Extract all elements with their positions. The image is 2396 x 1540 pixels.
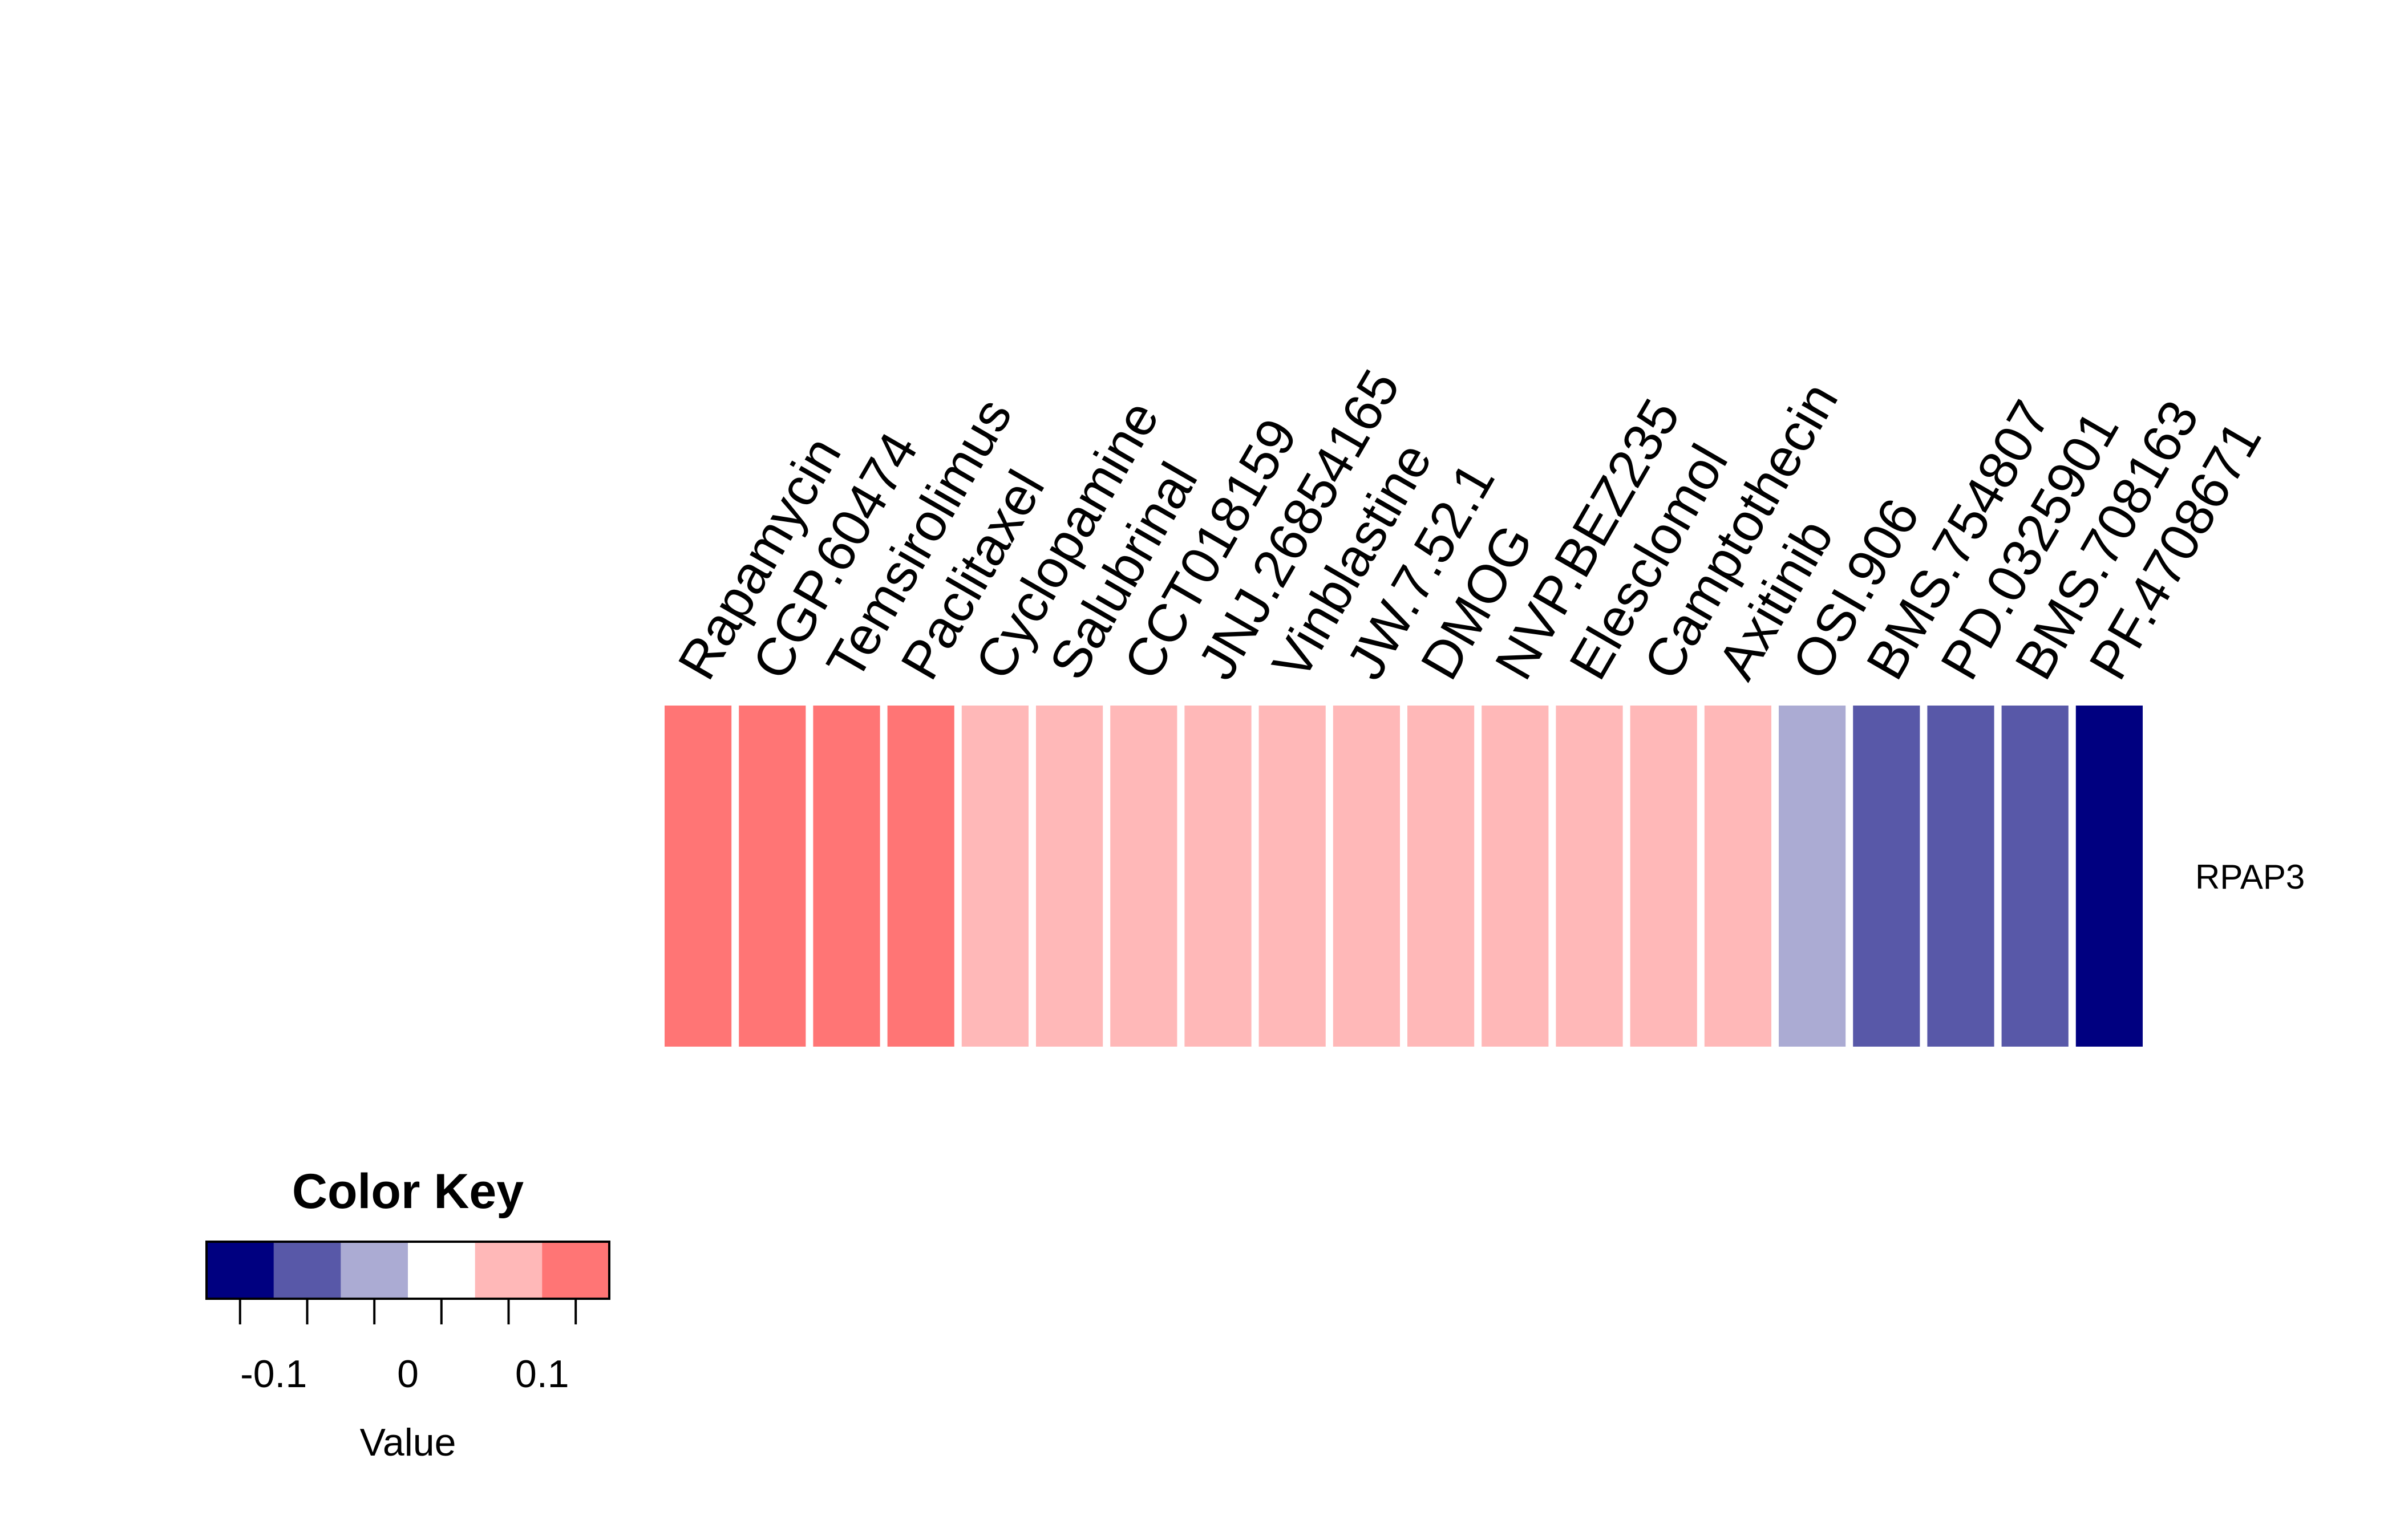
row-labels: RPAP3 [2195,858,2305,896]
heatmap-cell [1110,706,1177,1047]
color-key-ticks: -0.1 0 0.1 [238,1299,577,1396]
heatmap-cell [739,706,806,1047]
color-key-bin [475,1242,543,1299]
heatmap-cell [2075,706,2143,1047]
heatmap-cells [665,706,2143,1047]
heatmap-cell [1630,706,1697,1047]
heatmap-cell [2001,706,2069,1047]
color-key: Color Key -0.1 0 0.1 Value [205,1164,610,1464]
column-labels: RapamycinCGP.60474TemsirolimusPaclitaxel… [666,359,2273,689]
heatmap-cell [813,706,880,1047]
heatmap-cell [1853,706,1920,1047]
heatmap-cell [1407,706,1475,1047]
color-key-bin [207,1242,274,1299]
color-key-xlabel: Value [360,1421,456,1464]
heatmap-cell [1482,706,1549,1047]
color-key-border [205,1241,610,1300]
heatmap-cell [1927,706,1994,1047]
color-key-title: Color Key [292,1164,524,1219]
color-key-bin [542,1242,610,1299]
heatmap-cell [887,706,954,1047]
color-key-bin [341,1242,408,1299]
heatmap-cell [961,706,1029,1047]
color-key-tick-label: -0.1 [240,1352,307,1396]
color-key-bins [207,1242,610,1299]
heatmap-cell [1184,706,1252,1047]
row-label: RPAP3 [2195,858,2305,896]
heatmap-cell [665,706,732,1047]
heatmap-cell [1704,706,1771,1047]
color-key-bin [408,1242,476,1299]
heatmap-cell [1556,706,1623,1047]
color-key-bin [273,1242,341,1299]
heatmap-cell [1258,706,1326,1047]
heatmap-cell [1036,706,1103,1047]
heatmap-cell [1779,706,1846,1047]
heatmap-cell [1333,706,1400,1047]
color-key-tick-label: 0 [397,1352,419,1396]
color-key-tick-label: 0.1 [515,1352,569,1396]
